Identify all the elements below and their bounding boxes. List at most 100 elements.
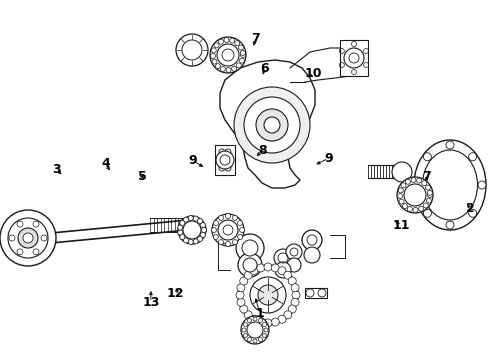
Circle shape — [17, 221, 23, 227]
Circle shape — [178, 230, 183, 235]
Circle shape — [291, 284, 299, 292]
Circle shape — [264, 319, 272, 327]
Circle shape — [306, 289, 314, 297]
Circle shape — [232, 66, 237, 71]
Text: 7: 7 — [251, 32, 260, 45]
Circle shape — [302, 230, 322, 250]
Circle shape — [263, 333, 267, 338]
Circle shape — [398, 188, 403, 193]
Circle shape — [291, 298, 299, 306]
Circle shape — [263, 323, 267, 327]
Circle shape — [210, 37, 246, 73]
Polygon shape — [220, 60, 315, 188]
Circle shape — [235, 41, 240, 46]
Circle shape — [307, 235, 317, 245]
Circle shape — [200, 222, 205, 228]
Circle shape — [244, 311, 252, 319]
Circle shape — [180, 220, 185, 225]
Circle shape — [241, 316, 269, 344]
Circle shape — [397, 194, 403, 199]
Circle shape — [200, 233, 205, 237]
Circle shape — [404, 184, 426, 206]
Circle shape — [414, 181, 422, 189]
Circle shape — [399, 199, 404, 204]
Text: 7: 7 — [422, 170, 431, 183]
Circle shape — [259, 338, 263, 342]
Text: 5: 5 — [138, 170, 147, 183]
Circle shape — [256, 109, 288, 141]
Circle shape — [288, 277, 296, 285]
Polygon shape — [340, 40, 368, 76]
Circle shape — [241, 53, 245, 58]
Circle shape — [405, 179, 411, 184]
Circle shape — [240, 58, 245, 63]
Circle shape — [423, 153, 431, 161]
Bar — [305, 288, 327, 298]
Text: 9: 9 — [188, 154, 197, 167]
Circle shape — [278, 267, 286, 275]
Text: 12: 12 — [167, 287, 184, 300]
Circle shape — [237, 284, 245, 292]
Circle shape — [236, 291, 244, 299]
Circle shape — [242, 240, 258, 256]
Circle shape — [287, 258, 301, 272]
Circle shape — [244, 271, 252, 279]
Circle shape — [284, 311, 292, 319]
Circle shape — [407, 207, 413, 212]
Circle shape — [197, 237, 202, 242]
Circle shape — [244, 97, 300, 153]
Circle shape — [468, 209, 477, 217]
Circle shape — [230, 38, 235, 43]
Circle shape — [213, 220, 219, 225]
Circle shape — [264, 328, 268, 332]
Circle shape — [271, 264, 279, 272]
Circle shape — [182, 40, 202, 60]
Circle shape — [247, 319, 251, 323]
Text: 1: 1 — [255, 307, 264, 320]
Circle shape — [257, 318, 265, 326]
Circle shape — [284, 271, 292, 279]
Circle shape — [446, 221, 454, 229]
Circle shape — [257, 264, 265, 272]
Circle shape — [422, 181, 427, 186]
Circle shape — [41, 235, 47, 241]
Circle shape — [0, 210, 56, 266]
Text: 11: 11 — [393, 219, 411, 231]
Circle shape — [212, 228, 217, 233]
Circle shape — [247, 338, 251, 342]
Circle shape — [236, 63, 241, 68]
Circle shape — [238, 265, 298, 325]
Circle shape — [478, 181, 486, 189]
Circle shape — [225, 213, 230, 219]
Circle shape — [244, 333, 247, 338]
Circle shape — [9, 235, 15, 241]
Circle shape — [219, 39, 223, 44]
Text: 9: 9 — [324, 152, 333, 165]
Circle shape — [240, 305, 248, 313]
Circle shape — [17, 249, 23, 255]
Circle shape — [446, 141, 454, 149]
Circle shape — [413, 207, 418, 212]
Circle shape — [183, 217, 189, 222]
Text: 2: 2 — [466, 202, 475, 215]
Circle shape — [232, 240, 238, 245]
Circle shape — [423, 209, 431, 217]
Circle shape — [286, 244, 302, 260]
Circle shape — [241, 50, 245, 55]
Circle shape — [213, 234, 219, 239]
Circle shape — [183, 238, 189, 243]
Circle shape — [250, 277, 286, 313]
Circle shape — [416, 178, 421, 183]
Circle shape — [344, 48, 364, 68]
Circle shape — [188, 216, 193, 221]
Circle shape — [224, 37, 229, 42]
Circle shape — [236, 234, 264, 262]
Circle shape — [188, 239, 193, 244]
Circle shape — [423, 203, 428, 208]
Circle shape — [214, 43, 219, 48]
Circle shape — [318, 289, 326, 297]
Circle shape — [275, 262, 291, 278]
Circle shape — [212, 59, 217, 64]
Circle shape — [18, 228, 38, 248]
Circle shape — [304, 247, 320, 263]
